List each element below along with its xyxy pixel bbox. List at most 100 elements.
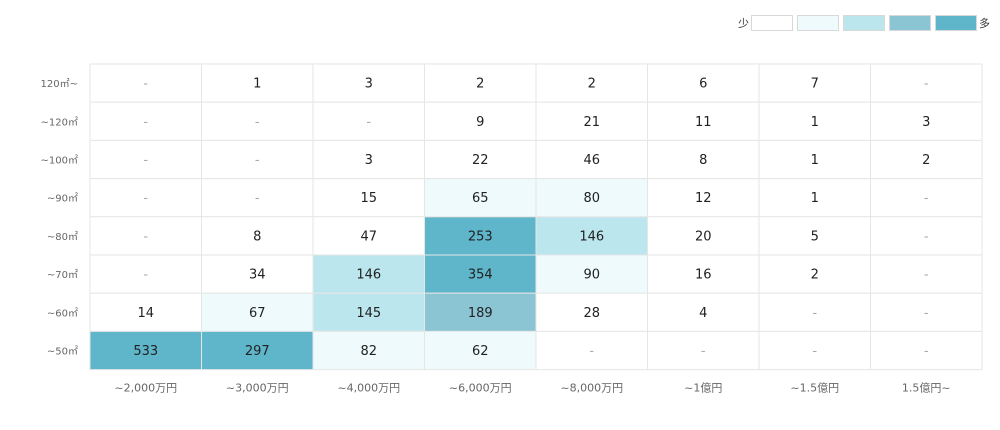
heatmap-cell [201,330,314,371]
heatmap-cell-value: 8 [253,229,261,244]
heatmap-cell-value: 14 [137,306,154,321]
heatmap-cell [312,139,425,180]
heatmap-cell-value: 28 [583,306,600,321]
heatmap-cell-value: 297 [245,344,270,359]
heatmap-cell [758,101,871,141]
y-axis-tick-label: ~90㎡ [47,193,78,205]
y-axis-tick-label: ~100㎡ [41,155,78,167]
heatmap-cell-value: - [255,191,260,206]
heatmap-cell [89,101,202,141]
heatmap-cell-value: 15 [360,191,377,206]
heatmap-cell-value: - [701,344,706,359]
heatmap-cell-value: 82 [360,344,377,359]
heatmap-cell [201,216,314,256]
heatmap-cell-value: 253 [468,229,493,244]
heatmap-cell [535,254,648,294]
heatmap-cell-value: 8 [699,153,707,168]
heatmap-cell [424,292,537,332]
heatmap-cell-value: 1 [811,191,819,206]
x-axis-tick-label: 1.5億円~ [902,382,951,395]
heatmap-cell [535,139,648,180]
x-axis-tick-label: ~3,000万円 [226,382,289,395]
legend-swatch-1 [751,15,793,31]
legend-swatch-3 [843,15,885,31]
heatmap-cell-value: - [143,77,148,92]
heatmap-cell-value: 21 [583,115,600,130]
heatmap-cell-value: 47 [360,229,377,244]
legend-swatch-5 [935,15,977,31]
heatmap-cell-value: 1 [253,77,261,92]
heatmap-cell-value: 90 [583,268,600,283]
heatmap-cell [647,292,760,332]
heatmap-cell-value: - [924,77,929,92]
heatmap-cell [201,101,314,141]
heatmap-cell-value: 146 [356,268,381,283]
heatmap-cell-value: - [924,344,929,359]
heatmap-cell-value: 354 [468,268,493,283]
legend: 少 多 [738,15,990,31]
heatmap-cell [312,330,425,371]
heatmap-cell [870,63,983,103]
heatmap-cell-value: 65 [472,191,489,206]
heatmap-cell [870,101,983,141]
heatmap-cell-value: - [812,344,817,359]
heatmap-cell [535,330,648,371]
heatmap-cell-value: - [924,306,929,321]
heatmap-cell [870,292,983,332]
heatmap-cell-value: 46 [583,153,600,168]
legend-low-label: 少 [738,17,749,30]
heatmap-cell-value: - [589,344,594,359]
heatmap-cell-value: 3 [365,77,373,92]
heatmap-cell-value: 2 [922,153,930,168]
heatmap-cell-value: - [924,229,929,244]
heatmap-cell-value: - [143,153,148,168]
heatmap-cell-value: 3 [365,153,373,168]
heatmap-cell [89,254,202,294]
heatmap-cell-value: - [143,268,148,283]
heatmap-cell-value: 189 [468,306,493,321]
heatmap-cell [424,101,537,141]
x-axis-tick-label: ~1.5億円 [790,382,839,395]
heatmap-cell-value: 5 [811,229,819,244]
heatmap-cell-value: 2 [588,77,596,92]
heatmap-cell-value: 2 [476,77,484,92]
heatmap-cell-value: - [143,229,148,244]
heatmap-cell [89,330,202,371]
heatmap-cell [201,178,314,218]
heatmap-cell [758,216,871,256]
heatmap-cell [535,292,648,332]
heatmap-cell [535,101,648,141]
heatmap-cell [424,63,537,103]
heatmap-cell-value: 145 [356,306,381,321]
heatmap-cell [870,216,983,256]
heatmap-cell-value: 62 [472,344,489,359]
heatmap-cell [312,63,425,103]
heatmap-cell-value: 2 [811,268,819,283]
heatmap-cell-value: 1 [811,115,819,130]
heatmap-cell-value: 80 [583,191,600,206]
heatmap-cell [312,254,425,294]
heatmap-cell [201,63,314,103]
heatmap-cell-value: 7 [811,77,819,92]
heatmap-cell-value: 6 [699,77,707,92]
heatmap-cell-value: 9 [476,115,484,130]
legend-high-label: 多 [979,17,990,30]
heatmap-cell-value: 12 [695,191,712,206]
legend-swatch-2 [797,15,839,31]
heatmap-cell-value: 16 [695,268,712,283]
x-axis-tick-label: ~8,000万円 [560,382,623,395]
heatmap-cell-value: - [143,191,148,206]
y-axis-tick-label: ~120㎡ [41,116,78,128]
heatmap-cell [89,63,202,103]
heatmap-cell [647,101,760,141]
heatmap-cell-value: - [143,115,148,130]
heatmap-cell [89,139,202,180]
heatmap-cell [758,254,871,294]
heatmap-cell-value: 20 [695,229,712,244]
heatmap-cell [201,292,314,332]
legend-swatch-4 [889,15,931,31]
x-axis-tick-label: ~1億円 [684,382,722,395]
heatmap-cell [758,330,871,371]
heatmap-cell-value: 22 [472,153,489,168]
